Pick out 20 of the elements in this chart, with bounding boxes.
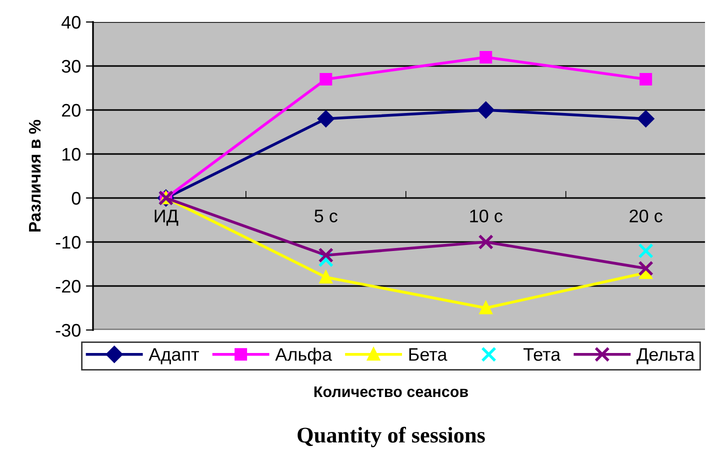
x-tick-label: 5 с	[314, 210, 338, 222]
y-tick-label: 0	[72, 192, 80, 205]
x-tick-label: 10 с	[470, 210, 502, 222]
x-axis-title: Количество сеансов	[314, 386, 468, 398]
legend-label: Дельта	[636, 348, 695, 364]
legend-label: Альфа	[275, 348, 332, 364]
legend-label: Адапт	[148, 348, 199, 364]
y-tick-label: 30	[62, 60, 80, 73]
y-tick-label: 20	[62, 104, 80, 117]
y-tick-label: 10	[62, 148, 80, 161]
y-tick-label: -10	[56, 236, 80, 249]
x-tick-label: 20 с	[630, 210, 662, 222]
x-tick-label: ИД	[154, 210, 178, 226]
y-axis-title: Различия в %	[28, 120, 41, 232]
legend-label: Бета	[409, 348, 448, 361]
legend-label: Тета	[523, 348, 561, 361]
text: Quantity of sessions	[298, 426, 485, 448]
y-tick-label: -20	[56, 280, 80, 293]
y-tick-label: -30	[56, 324, 80, 337]
y-tick-label: 40	[62, 16, 80, 29]
